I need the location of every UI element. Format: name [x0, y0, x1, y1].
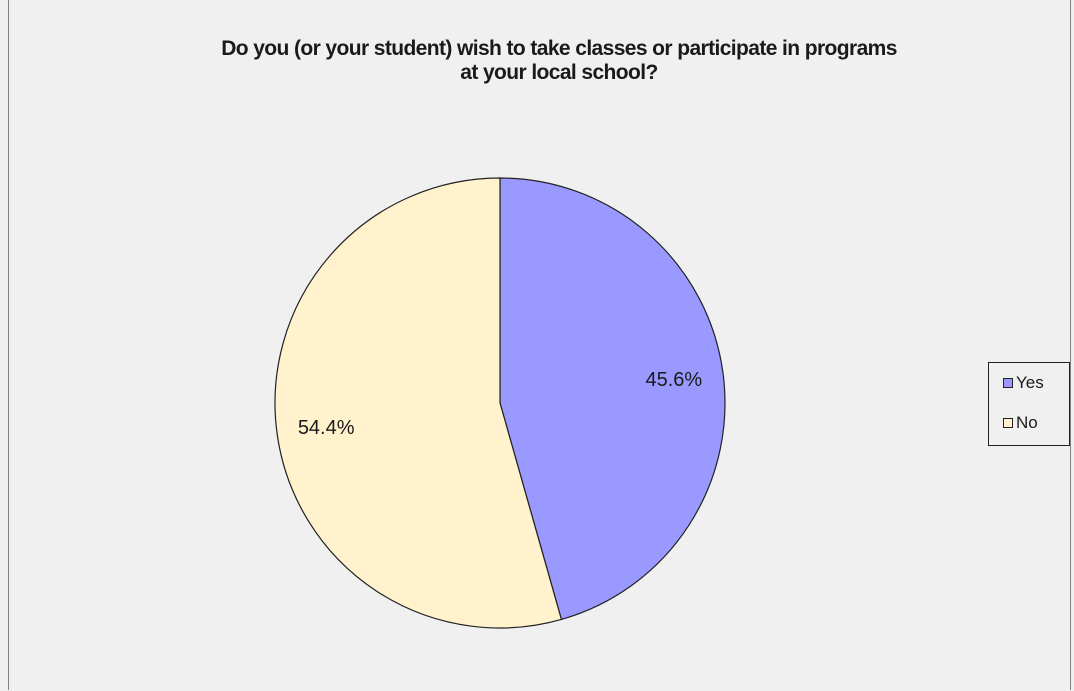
- legend-label-no: No: [1016, 413, 1038, 432]
- chart-title-line-2: at your local school?: [460, 61, 658, 84]
- pie-label-yes: 45.6%: [645, 369, 702, 391]
- legend: Yes No: [988, 362, 1070, 446]
- legend-item-yes: Yes: [1003, 373, 1044, 393]
- chart-title-line-1: Do you (or your student) wish to take cl…: [221, 37, 897, 60]
- legend-label-yes: Yes: [1016, 373, 1044, 392]
- legend-swatch-yes: [1003, 378, 1013, 388]
- pie-slice-no: [274, 177, 563, 629]
- legend-item-no: No: [1003, 413, 1038, 433]
- pie-label-no: 54.4%: [298, 417, 355, 439]
- legend-swatch-no: [1003, 418, 1013, 428]
- chart-title: Do you (or your student) wish to take cl…: [89, 37, 1029, 85]
- pie-slice-yes: [499, 177, 726, 621]
